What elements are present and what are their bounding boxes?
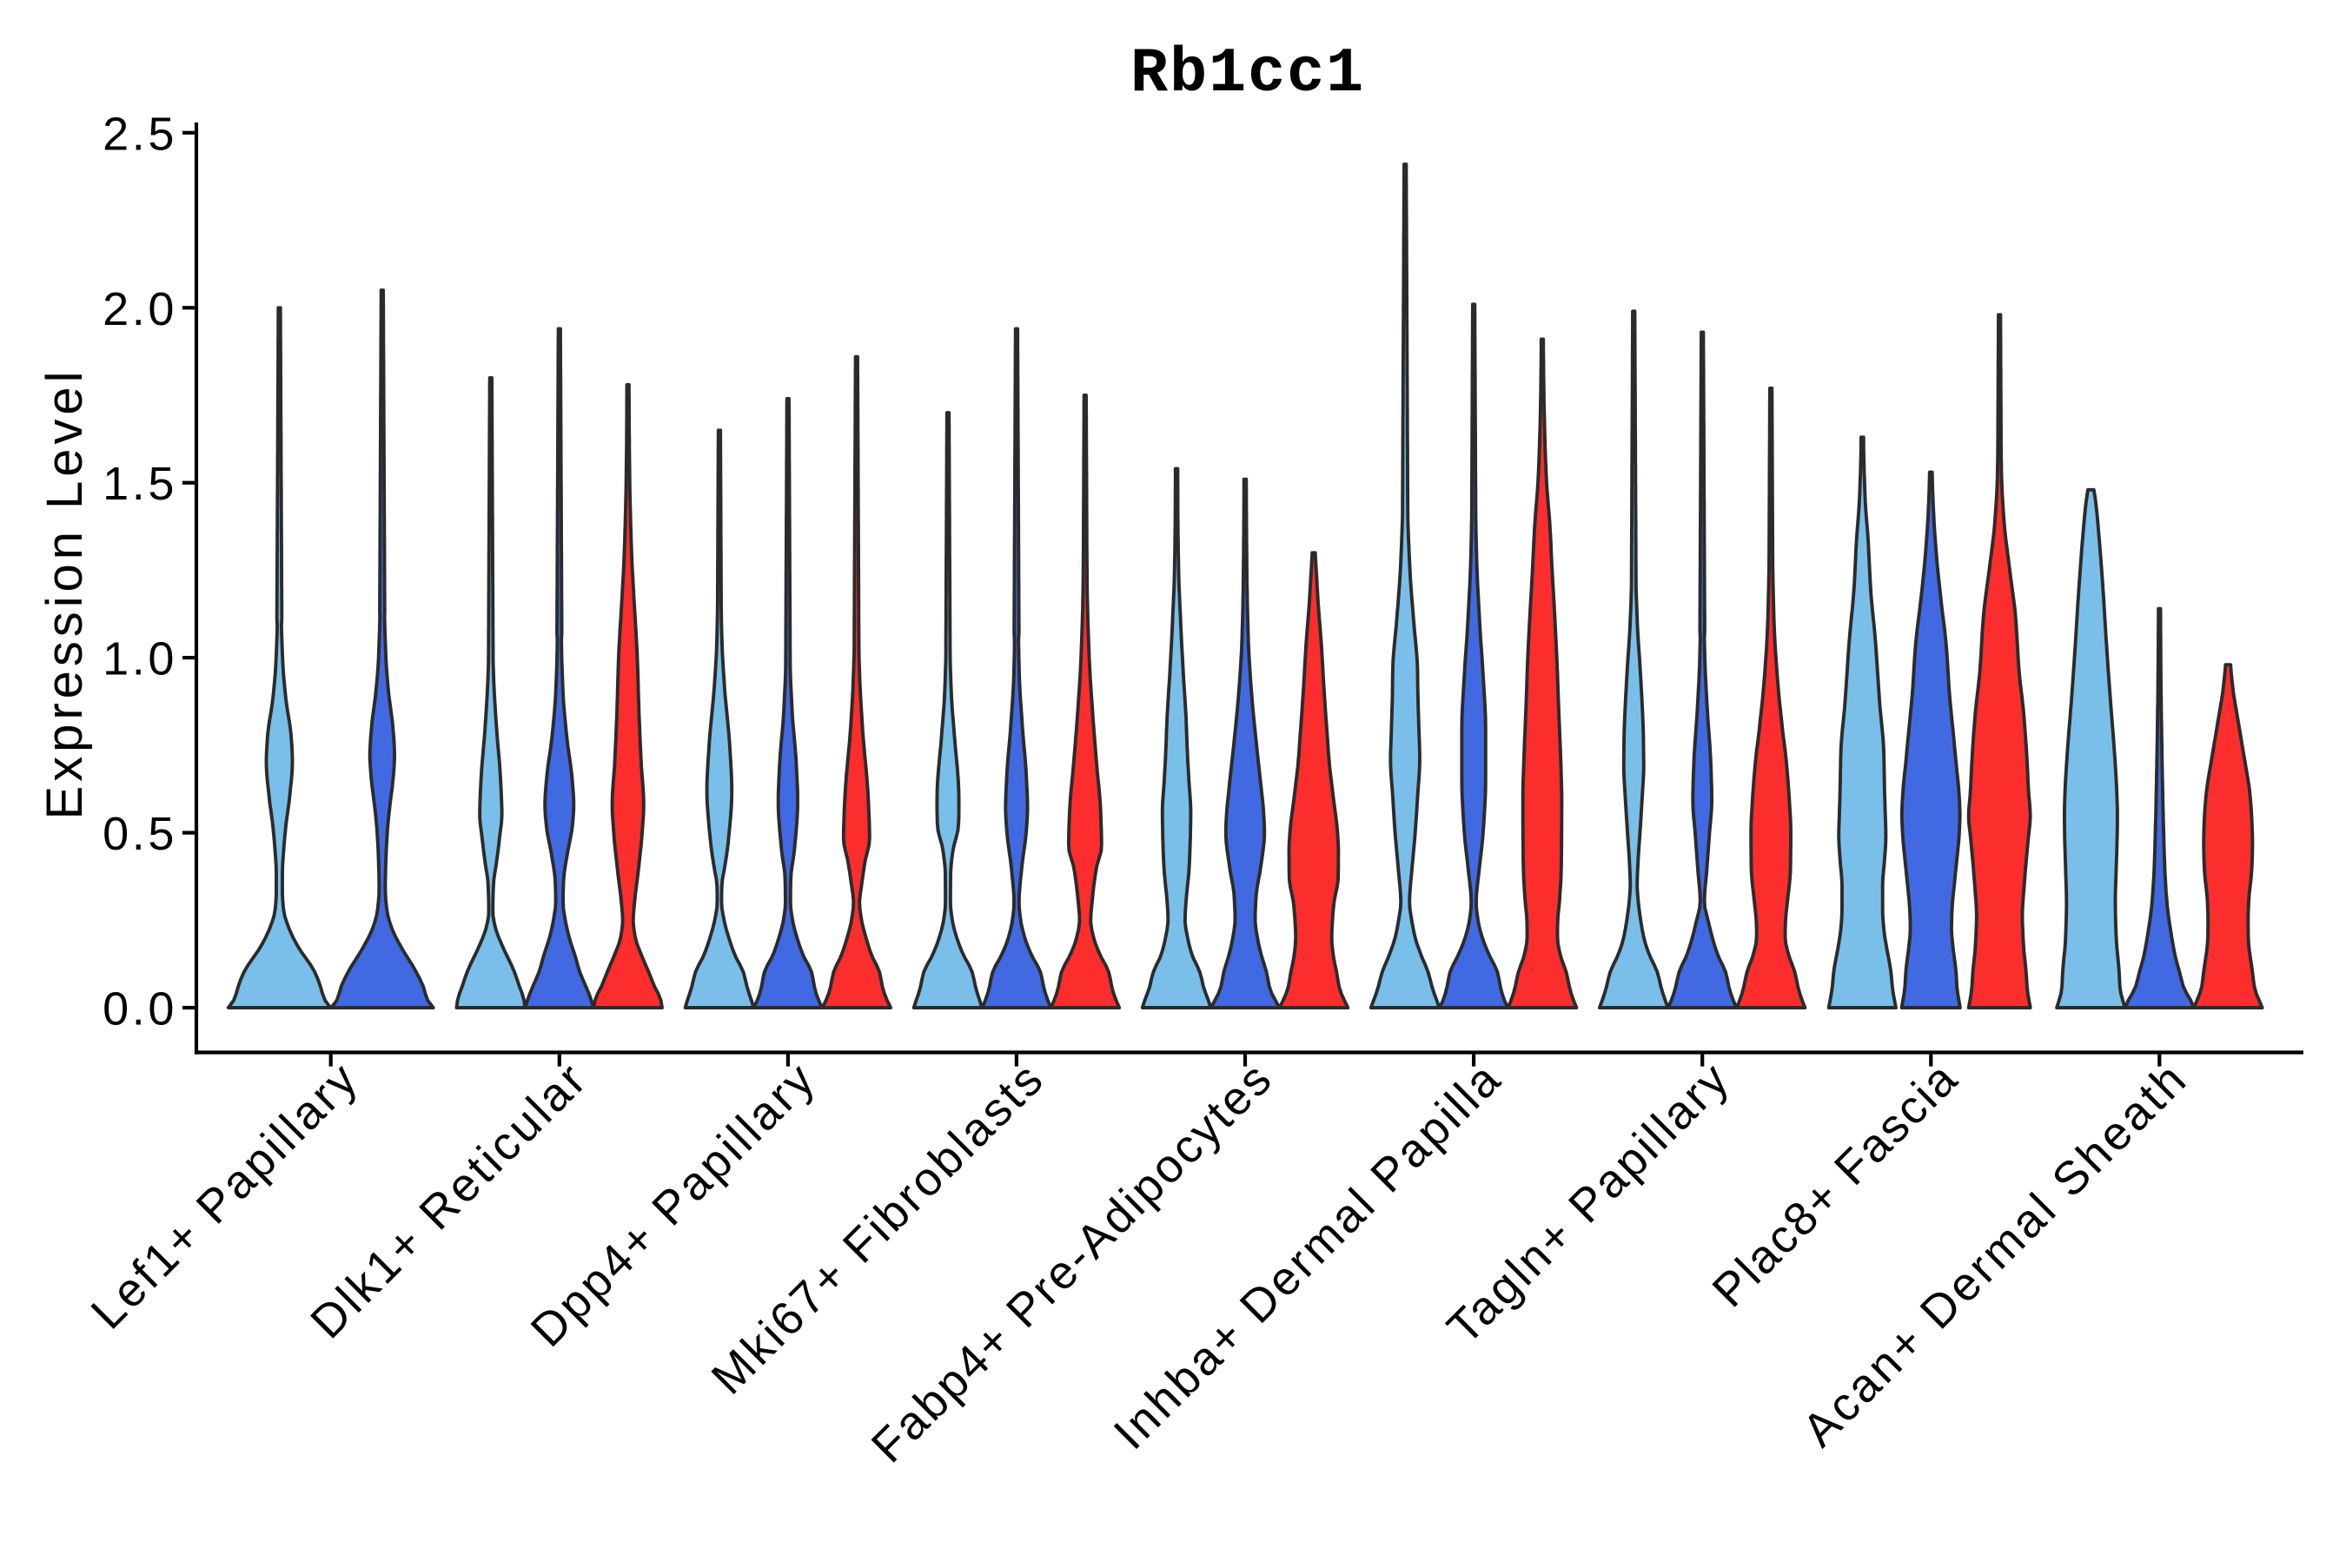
svg-text:2.0: 2.0 <box>103 283 177 335</box>
svg-text:0.0: 0.0 <box>103 983 177 1035</box>
svg-text:1.5: 1.5 <box>103 458 177 510</box>
svg-text:1.0: 1.0 <box>103 633 177 685</box>
svg-text:2.5: 2.5 <box>103 108 177 160</box>
svg-text:Expression Level: Expression Level <box>36 367 93 820</box>
svg-text:Rb1cc1: Rb1cc1 <box>1130 38 1365 109</box>
svg-text:0.5: 0.5 <box>103 808 177 860</box>
